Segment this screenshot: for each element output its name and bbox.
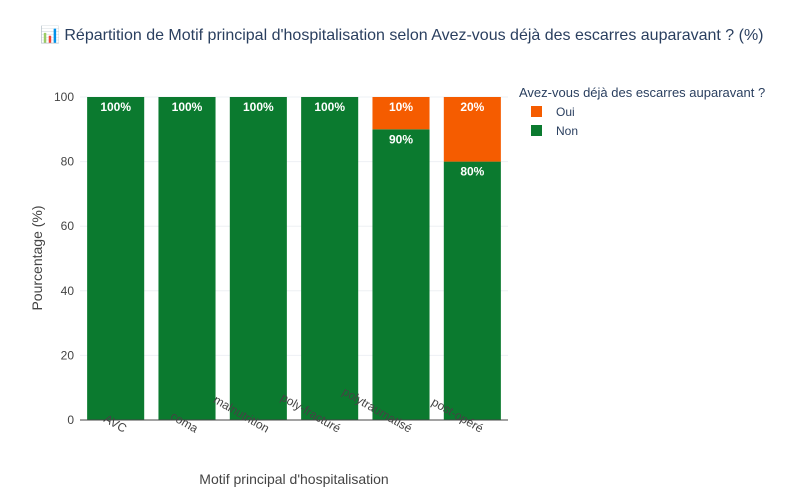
y-tick-label: 40 <box>61 284 75 298</box>
y-axis-title: Pourcentage (%) <box>29 205 45 310</box>
bar-non-1[interactable] <box>158 97 216 420</box>
bar-non-4[interactable] <box>372 129 430 421</box>
bars: 100% 100% 100% 100% 90% 10% 80% 20% <box>87 97 501 421</box>
legend-label-oui[interactable]: Oui <box>556 105 575 119</box>
y-tick-label: 60 <box>61 219 75 233</box>
y-tick-label: 80 <box>61 155 75 169</box>
y-tick-label: 20 <box>61 348 75 362</box>
bar-non-2[interactable] <box>229 97 287 420</box>
bar-oui-5[interactable] <box>443 97 501 162</box>
data-label: 100% <box>100 100 131 114</box>
legend-label-non[interactable]: Non <box>556 124 578 138</box>
gridlines <box>80 96 508 356</box>
data-label: 90% <box>389 132 413 146</box>
data-label: 100% <box>243 100 274 114</box>
data-label: 20% <box>460 100 484 114</box>
legend-swatch-non[interactable] <box>531 125 542 136</box>
x-axis-title: Motif principal d'hospitalisation <box>199 471 388 487</box>
y-tick-label: 0 <box>67 413 74 427</box>
legend[interactable]: Avez-vous déjà des escarres auparavant ?… <box>519 85 765 138</box>
legend-title: Avez-vous déjà des escarres auparavant ? <box>519 85 765 100</box>
bar-non-0[interactable] <box>87 97 145 420</box>
bar-non-3[interactable] <box>301 97 359 420</box>
data-label: 80% <box>460 165 484 179</box>
data-label: 10% <box>389 100 413 114</box>
y-axis-ticks: 0 20 40 60 80 100 <box>54 90 74 427</box>
y-tick-label: 100 <box>54 90 74 104</box>
bar-non-5[interactable] <box>443 161 501 420</box>
legend-swatch-oui[interactable] <box>531 106 542 117</box>
chart-title: 📊 Répartition de Motif principal d'hospi… <box>40 25 764 44</box>
data-label: 100% <box>172 100 203 114</box>
data-label: 100% <box>314 100 345 114</box>
bar-oui-4[interactable] <box>372 97 430 130</box>
